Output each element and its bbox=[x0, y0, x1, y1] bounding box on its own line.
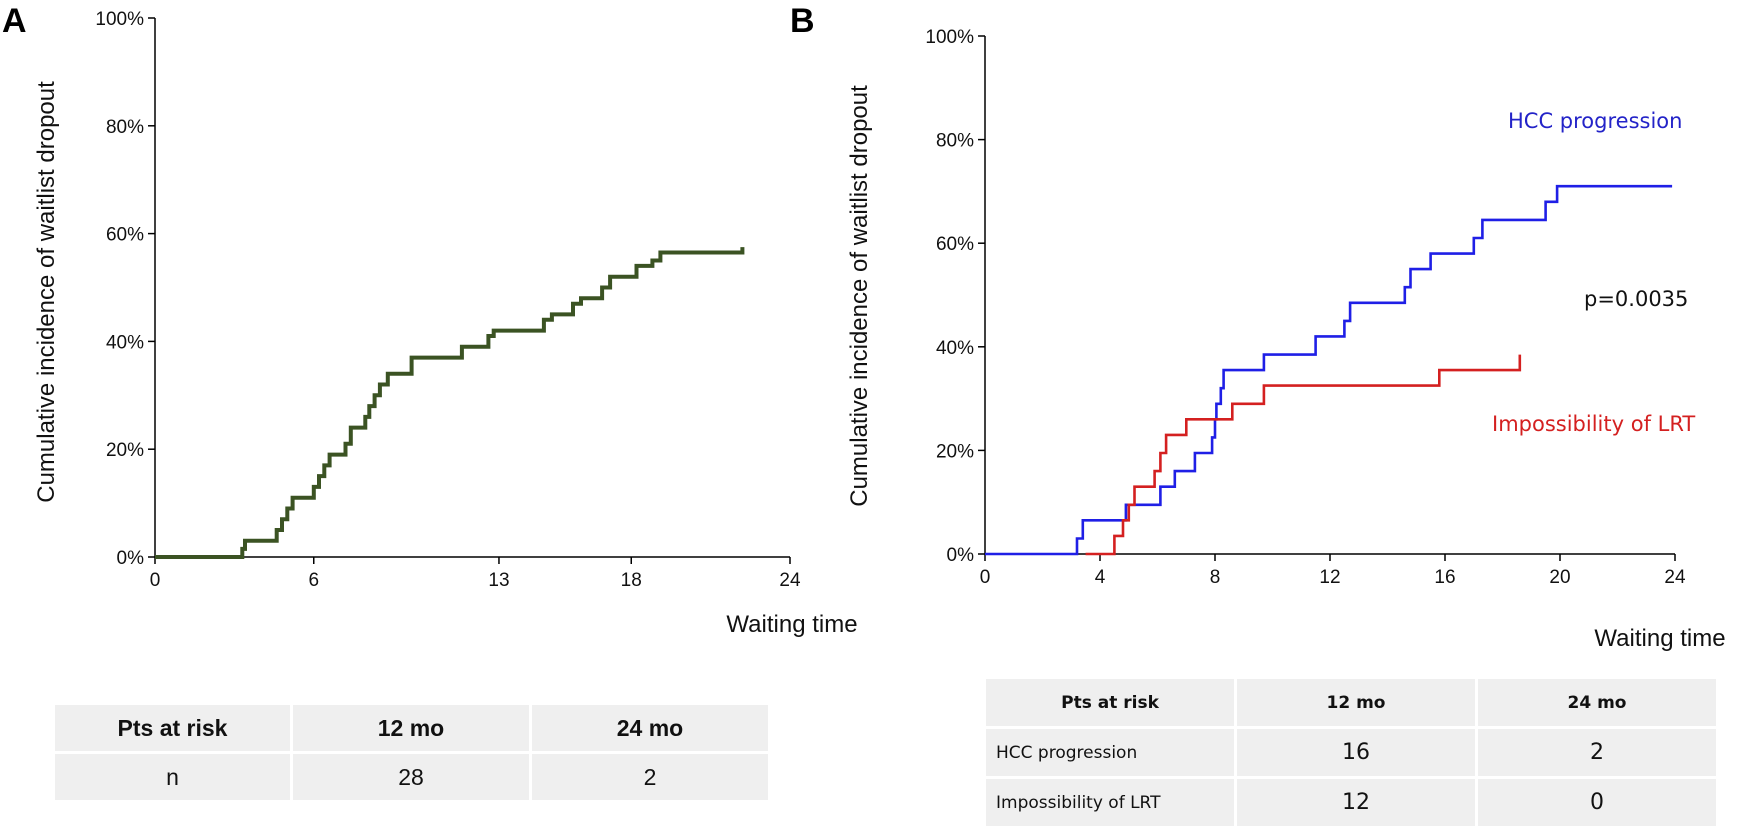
header-cell: 12 mo bbox=[293, 705, 529, 751]
series-line-hcc-progression bbox=[985, 184, 1673, 556]
table-row: n 28 2 bbox=[55, 754, 768, 800]
risk-table-b-header: Pts at risk 12 mo 24 mo bbox=[986, 679, 1716, 726]
x-tick-label: 8 bbox=[1210, 567, 1221, 588]
y-tick-label: 80% bbox=[936, 131, 974, 152]
x-tick-label: 18 bbox=[621, 570, 642, 591]
annotation-hcc-progression: HCC progression bbox=[1508, 109, 1682, 133]
x-tick-label: 4 bbox=[1095, 567, 1106, 588]
x-tick-label: 16 bbox=[1434, 567, 1455, 588]
table-row: Impossibility of LRT 12 0 bbox=[986, 779, 1716, 826]
row-label: Impossibility of LRT bbox=[986, 779, 1234, 826]
y-tick-label: 40% bbox=[936, 338, 974, 359]
panel-b-y-axis-title: Cumulative incidence of waitlist dropout bbox=[846, 85, 873, 507]
x-tick-label: 24 bbox=[1664, 567, 1686, 588]
annotation-impossibility-of-lrt: Impossibility of LRT bbox=[1492, 412, 1695, 436]
row-label: HCC progression bbox=[986, 729, 1234, 776]
x-tick-label: 6 bbox=[308, 570, 319, 591]
header-cell: Pts at risk bbox=[55, 705, 290, 751]
header-cell: 12 mo bbox=[1237, 679, 1475, 726]
row-label: n bbox=[55, 754, 290, 800]
x-tick-label: 12 bbox=[1319, 567, 1340, 588]
series-line-impossibility-of-lrt bbox=[1085, 354, 1522, 556]
panel-a-x-axis-title: Waiting time bbox=[726, 611, 857, 638]
x-tick-label: 20 bbox=[1549, 567, 1570, 588]
risk-table-a: Pts at risk 12 mo 24 mo n 28 2 bbox=[52, 702, 771, 803]
panel-b: B 0% 20% 40% 60% 80% 100% 0 4 8 12 16 20 24 Cumulat… bbox=[790, 2, 1726, 652]
y-tick-label: 60% bbox=[106, 225, 144, 246]
y-tick-label: 0% bbox=[947, 545, 975, 566]
y-tick-label: 20% bbox=[936, 441, 974, 462]
table-cell: 2 bbox=[1478, 729, 1716, 776]
table-row: HCC progression 16 2 bbox=[986, 729, 1716, 776]
table-cell: 0 bbox=[1478, 779, 1716, 826]
header-cell: Pts at risk bbox=[986, 679, 1234, 726]
header-cell: 24 mo bbox=[532, 705, 768, 751]
annotation-p-value: p=0.0035 bbox=[1584, 287, 1688, 311]
panel-a-label: A bbox=[2, 2, 27, 40]
panel-a-y-axis-title: Cumulative incidence of waitlist dropout bbox=[33, 81, 60, 503]
panel-b-label: B bbox=[790, 2, 815, 40]
table-cell: 12 bbox=[1237, 779, 1475, 826]
y-tick-label: 100% bbox=[925, 27, 974, 48]
risk-table-b: Pts at risk 12 mo 24 mo HCC progression … bbox=[983, 676, 1719, 829]
y-tick-label: 80% bbox=[106, 117, 144, 138]
table-cell: 28 bbox=[293, 754, 529, 800]
x-tick-label: 0 bbox=[980, 567, 991, 588]
series-line-a-0 bbox=[155, 247, 745, 559]
x-tick-label: 24 bbox=[779, 570, 801, 591]
panel-a: A 0% 20% 40% 60% 80% 100% 0 6 13 18 24 Cumulative… bbox=[2, 2, 858, 638]
x-tick-label: 0 bbox=[150, 570, 161, 591]
table-cell: 16 bbox=[1237, 729, 1475, 776]
table-cell: 2 bbox=[532, 754, 768, 800]
y-tick-label: 20% bbox=[106, 440, 144, 461]
y-tick-label: 0% bbox=[117, 548, 145, 569]
y-tick-label: 100% bbox=[95, 9, 144, 30]
y-tick-label: 60% bbox=[936, 234, 974, 255]
x-tick-label: 13 bbox=[488, 570, 509, 591]
panel-b-x-axis-title: Waiting time bbox=[1594, 625, 1725, 652]
risk-table-a-header: Pts at risk 12 mo 24 mo bbox=[55, 705, 768, 751]
header-cell: 24 mo bbox=[1478, 679, 1716, 726]
y-tick-label: 40% bbox=[106, 332, 144, 353]
